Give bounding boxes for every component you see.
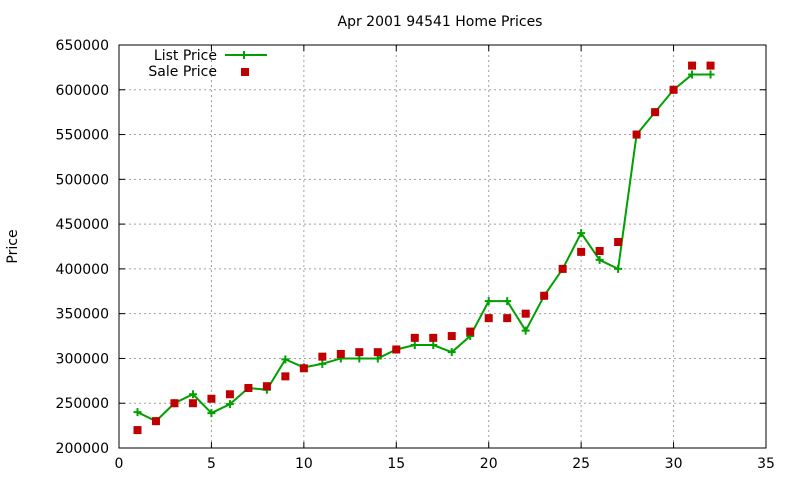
data-point-sale-price xyxy=(632,130,641,139)
data-point-sale-price xyxy=(410,333,419,342)
y-tick-label: 600000 xyxy=(56,83,109,99)
data-point-sale-price xyxy=(355,348,364,357)
data-point-list-price xyxy=(688,70,697,79)
data-point-sale-price xyxy=(651,108,660,117)
data-point-sale-price xyxy=(614,238,623,247)
data-point-sale-price xyxy=(207,394,216,403)
data-point-sale-price xyxy=(688,61,697,70)
data-point-sale-price xyxy=(170,399,179,408)
x-tick-label: 25 xyxy=(572,456,590,472)
x-tick-label: 10 xyxy=(295,456,313,472)
series-sale-price xyxy=(133,61,715,435)
data-point-list-price xyxy=(577,229,586,238)
y-tick-label: 300000 xyxy=(56,351,109,367)
data-point-sale-price xyxy=(392,345,401,354)
data-point-sale-price xyxy=(540,291,549,300)
data-point-sale-price xyxy=(466,327,475,336)
data-point-sale-price xyxy=(558,264,567,273)
data-point-sale-price xyxy=(447,332,456,341)
x-tick-label: 5 xyxy=(207,456,216,472)
chart-title: Apr 2001 94541 Home Prices xyxy=(338,14,543,30)
data-point-list-price xyxy=(410,341,419,350)
y-tick-label: 250000 xyxy=(56,396,109,412)
data-point-sale-price xyxy=(281,372,290,381)
data-point-list-price xyxy=(207,409,216,418)
data-point-list-price xyxy=(706,70,715,79)
legend-marker-sale-price xyxy=(241,68,249,76)
data-point-list-price xyxy=(521,326,530,335)
data-point-sale-price xyxy=(299,364,308,373)
y-tick-label: 500000 xyxy=(56,172,109,188)
data-point-sale-price xyxy=(521,309,530,318)
data-point-list-price xyxy=(225,400,234,409)
y-tick-label: 450000 xyxy=(56,217,109,233)
y-axis-label: Price xyxy=(5,229,21,263)
data-point-list-price xyxy=(614,264,623,273)
data-point-sale-price xyxy=(336,349,345,358)
y-tick-label: 400000 xyxy=(56,262,109,278)
data-point-sale-price xyxy=(318,352,327,361)
axis-ticks: 0 5 10 15 20 25 30 35 200000 250000 300000 350000 40… xyxy=(56,38,775,472)
y-tick-label: 350000 xyxy=(56,307,109,323)
legend-label-sale-price: Sale Price xyxy=(148,64,217,80)
data-point-sale-price xyxy=(484,314,493,323)
data-point-list-price xyxy=(595,255,604,264)
y-tick-label: 550000 xyxy=(56,128,109,144)
y-tick-label: 200000 xyxy=(56,441,109,457)
x-tick-label: 15 xyxy=(387,456,405,472)
grid xyxy=(119,45,766,448)
data-point-sale-price xyxy=(188,399,197,408)
data-point-sale-price xyxy=(225,390,234,399)
legend-marker-list-price xyxy=(240,51,248,59)
data-point-list-price xyxy=(318,359,327,368)
data-point-list-price xyxy=(188,390,197,399)
y-tick-label: 650000 xyxy=(56,38,109,54)
series-line-list-price xyxy=(137,73,711,423)
data-point-sale-price xyxy=(577,247,586,256)
legend: List Price Sale Price xyxy=(148,48,267,80)
data-point-sale-price xyxy=(244,383,253,392)
data-point-list-price xyxy=(281,355,290,364)
x-tick-label: 0 xyxy=(115,456,124,472)
data-point-sale-price xyxy=(373,348,382,357)
data-point-sale-price xyxy=(595,246,604,255)
legend-label-list-price: List Price xyxy=(154,48,217,64)
x-tick-label: 30 xyxy=(665,456,683,472)
data-point-list-price xyxy=(429,341,438,350)
plot-frame xyxy=(118,44,767,449)
data-point-sale-price xyxy=(151,417,160,426)
x-tick-label: 35 xyxy=(757,456,775,472)
data-point-sale-price xyxy=(262,382,271,391)
data-point-list-price xyxy=(133,408,142,417)
data-point-sale-price xyxy=(429,333,438,342)
data-point-list-price xyxy=(503,297,512,306)
data-point-sale-price xyxy=(669,85,678,94)
data-point-list-price xyxy=(447,348,456,357)
x-tick-label: 20 xyxy=(480,456,498,472)
data-point-sale-price xyxy=(706,61,715,70)
series xyxy=(133,61,715,435)
data-point-sale-price xyxy=(133,426,142,435)
data-point-list-price xyxy=(484,297,493,306)
data-point-sale-price xyxy=(503,314,512,323)
